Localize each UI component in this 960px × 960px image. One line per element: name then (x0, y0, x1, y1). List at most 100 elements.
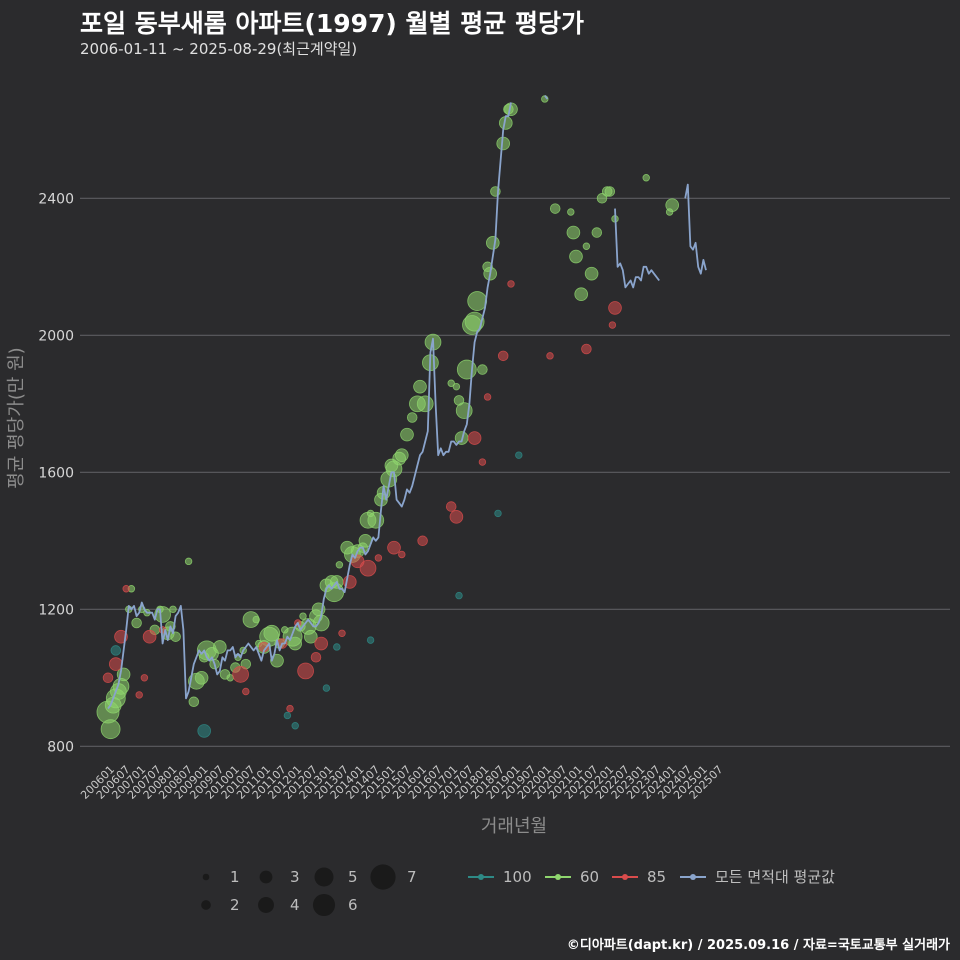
size-legend-label: 1 (230, 868, 240, 886)
data-point (242, 687, 250, 696)
size-legend: 1 3 5 7 2 4 6 (201, 864, 417, 917)
size-legend-label: 5 (348, 868, 358, 886)
data-point (387, 540, 401, 555)
data-point (467, 431, 482, 445)
data-point (477, 364, 488, 375)
data-point (515, 451, 523, 459)
color-legend-dot (478, 874, 484, 880)
chart-title: 포일 동부새롬 아파트(1997) 월별 평균 평당가 (80, 9, 584, 38)
y-axis-title: 평균 평당가(만 원) (6, 347, 27, 488)
data-point (584, 266, 599, 281)
data-point (374, 554, 383, 562)
data-point (608, 321, 617, 329)
y-tick-label: 1600 (38, 465, 74, 481)
data-point (169, 605, 177, 613)
data-point (467, 291, 488, 311)
data-point (154, 606, 171, 623)
data-point (546, 352, 554, 360)
data-point (338, 629, 346, 637)
data-point (569, 249, 583, 264)
data-point (591, 227, 603, 238)
grid-lines (80, 197, 950, 747)
data-point (314, 636, 329, 651)
color-legend-label: 100 (503, 868, 532, 886)
average-line (544, 95, 549, 100)
data-point (291, 722, 299, 730)
data-point (299, 612, 307, 620)
data-point (322, 684, 331, 692)
data-point (642, 174, 650, 182)
size-legend-swatch (314, 867, 334, 887)
size-legend-swatch (312, 893, 336, 917)
data-point (310, 652, 322, 663)
data-point (406, 412, 418, 423)
data-point (566, 225, 581, 240)
data-point (398, 550, 406, 559)
data-point (581, 343, 592, 355)
data-point (102, 672, 114, 684)
data-point (478, 458, 487, 466)
data-point (100, 719, 121, 740)
data-point (213, 640, 227, 654)
data-point (464, 311, 485, 332)
data-point (366, 636, 375, 644)
y-axis-ticks: 800 1200 1600 2000 2400 (38, 191, 74, 755)
average-line (107, 102, 512, 710)
data-point (286, 704, 294, 713)
size-legend-swatch (202, 873, 210, 881)
data-point (359, 559, 377, 577)
data-point (335, 561, 344, 569)
data-point (333, 643, 341, 651)
data-point (494, 509, 502, 518)
color-legend-dot (555, 874, 561, 880)
data-point (288, 636, 303, 651)
data-point (452, 382, 461, 391)
data-point (582, 242, 591, 250)
data-point (485, 236, 500, 250)
y-tick-label: 2000 (38, 328, 74, 344)
data-point (194, 670, 209, 685)
data-point (394, 448, 409, 462)
data-point (549, 203, 561, 214)
size-legend-label: 2 (230, 896, 240, 914)
data-point (140, 674, 149, 682)
data-point (170, 631, 181, 642)
data-point (400, 427, 414, 442)
data-point (483, 393, 492, 401)
size-legend-swatch (201, 900, 211, 910)
data-point (232, 666, 249, 683)
size-legend-label: 4 (290, 896, 300, 914)
color-legend-dot (690, 874, 696, 880)
color-legend-label: 모든 면적대 평균값 (715, 868, 835, 886)
color-legend-label: 60 (580, 868, 599, 886)
color-legend-label: 85 (647, 868, 666, 886)
data-point (497, 350, 509, 362)
data-point (455, 591, 463, 600)
data-point (297, 662, 314, 680)
average-line (614, 208, 660, 289)
data-point (109, 657, 123, 671)
x-axis-ticks: 2006012006072007012007072008012008072009… (78, 763, 725, 802)
data-point (110, 645, 122, 656)
data-point (567, 208, 575, 216)
y-tick-label: 2400 (38, 191, 74, 207)
size-legend-swatch (258, 897, 274, 913)
y-tick-label: 800 (47, 739, 74, 755)
average-line (684, 183, 707, 275)
data-point (283, 711, 292, 720)
data-point (608, 301, 622, 315)
size-legend-swatch (259, 870, 273, 884)
data-point (449, 510, 464, 524)
data-point (665, 198, 679, 212)
data-point (413, 379, 427, 394)
size-legend-label: 7 (407, 868, 417, 886)
data-point (142, 629, 157, 644)
size-legend-swatch (370, 864, 396, 890)
data-point (416, 395, 434, 413)
color-legend-dot (622, 874, 628, 880)
data-point (447, 379, 455, 387)
data-point (188, 696, 200, 708)
data-point (574, 287, 588, 302)
data-point (604, 186, 616, 197)
